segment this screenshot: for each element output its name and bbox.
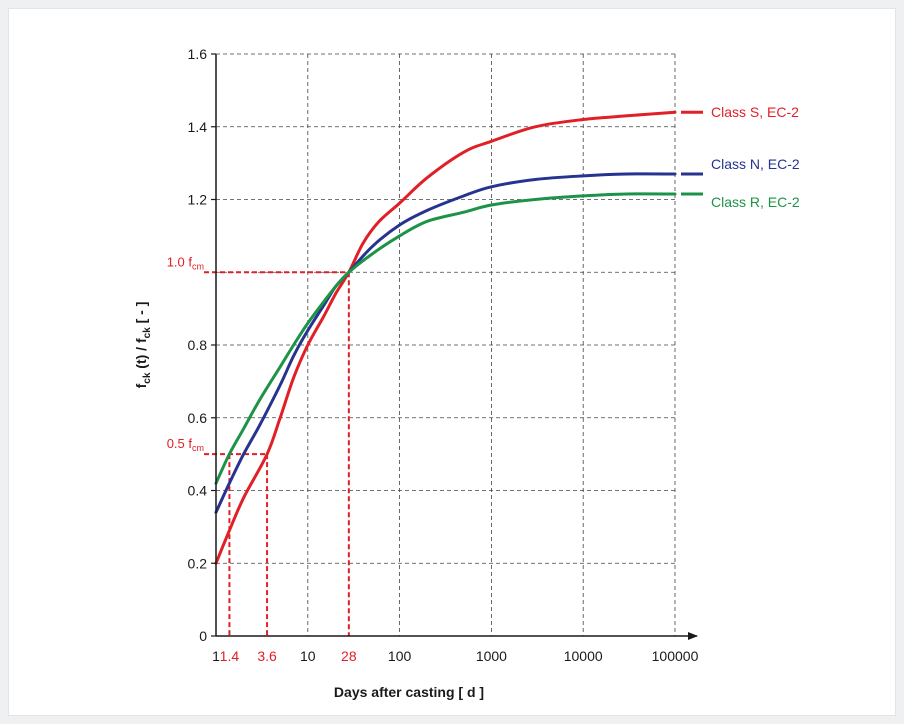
y-label-unit: [ - ] — [133, 302, 149, 328]
y-label-sub1: ck — [142, 372, 153, 384]
y-tick-label: 0.2 — [188, 555, 208, 571]
x-tick-label: 1 — [212, 648, 220, 664]
reference-lines: 1.0 fcm 0.5 fcm — [167, 254, 350, 636]
y-axis-label: fck (t) / fck [ - ] — [133, 302, 153, 389]
ref-label: 1.0 fcm — [167, 254, 204, 271]
legend-label: Class S, EC-2 — [711, 104, 799, 120]
y-tick-label: 0 — [199, 628, 207, 644]
y-tick-label: 0.6 — [188, 410, 208, 426]
x-tick-labels: 1 1.4 3.6 10 28 100 1000 10000 100000 — [212, 648, 698, 664]
y-tick-label: 0.4 — [188, 483, 208, 499]
x-tick-label: 10000 — [564, 648, 603, 664]
y-tick-label: 0.8 — [188, 337, 208, 353]
series-curves — [214, 110, 677, 565]
y-tick-label: 1.2 — [188, 192, 208, 208]
y-label-mid: (t) / f — [133, 338, 149, 373]
x-axis-label: Days after casting [ d ] — [334, 684, 484, 700]
chart-frame: 1.0 fcm 0.5 fcm 1 1.4 3.6 10 28 100 1000 10000 10… — [8, 8, 896, 716]
x-tick-label: 1.4 — [220, 648, 240, 664]
x-tick-label: 100 — [388, 648, 412, 664]
ref-label: 0.5 fcm — [167, 436, 204, 453]
y-label-f1: f — [133, 383, 149, 388]
legend-label: Class N, EC-2 — [711, 156, 800, 172]
y-tick-label: 1.6 — [188, 46, 208, 62]
legend-label: Class R, EC-2 — [711, 194, 800, 210]
legend: Class S, EC-2 Class N, EC-2 Class R, EC-2 — [681, 104, 800, 210]
x-tick-label: 28 — [341, 648, 357, 664]
y-tick-label: 1.4 — [188, 119, 208, 135]
x-tick-label: 1000 — [476, 648, 507, 664]
grid-lines — [216, 53, 676, 636]
series-line — [214, 172, 677, 514]
x-tick-label: 100000 — [652, 648, 699, 664]
y-label-sub2: ck — [142, 327, 153, 339]
x-tick-label: 10 — [300, 648, 316, 664]
series-line — [214, 110, 677, 565]
series-line — [214, 192, 677, 485]
x-tick-label: 3.6 — [257, 648, 277, 664]
axes — [211, 53, 698, 640]
y-tick-labels: 0 0.2 0.4 0.6 0.8 1.2 1.4 1.6 — [188, 46, 208, 644]
